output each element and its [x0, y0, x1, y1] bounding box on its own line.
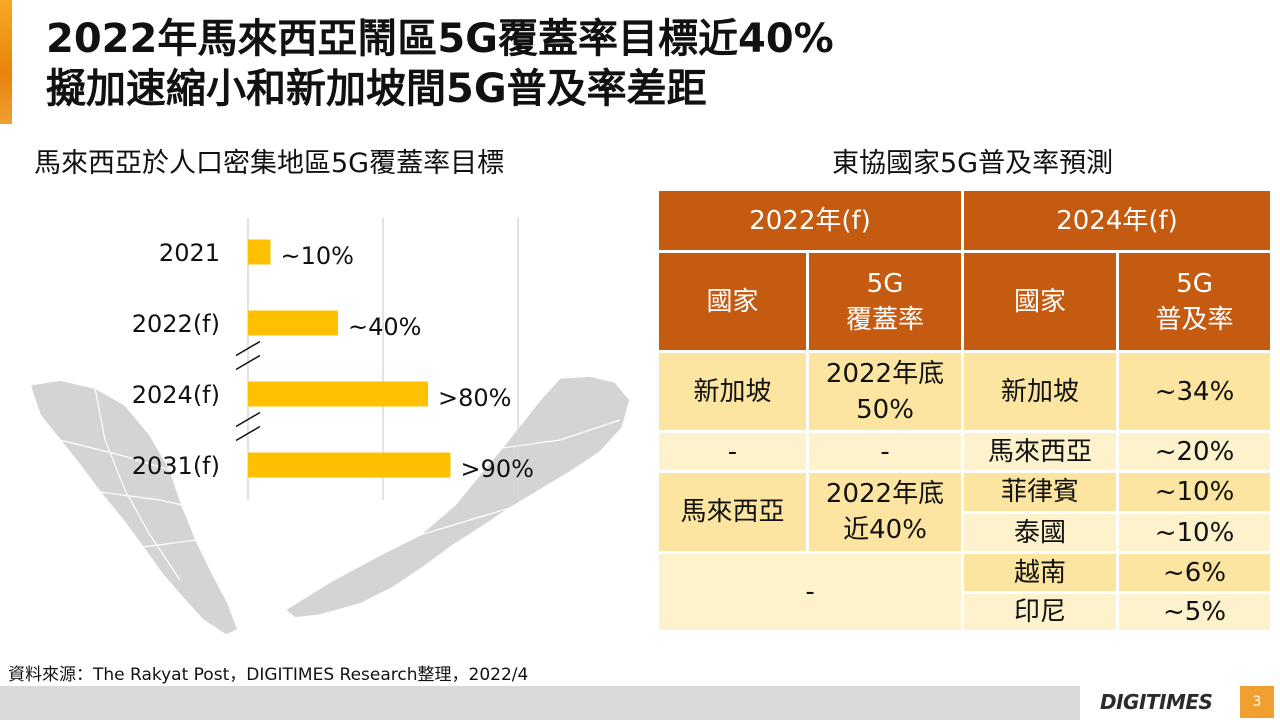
data-label: ~40% — [348, 313, 421, 341]
data-label: >80% — [438, 384, 511, 412]
page-title: 2022年馬來西亞鬧區5G覆蓋率目標近40% 擬加速縮小和新加坡間5G普及率差距 — [46, 14, 1246, 114]
col-penetration-line2: 普及率 — [1155, 304, 1234, 335]
col-penetration: 5G 普及率 — [1116, 250, 1274, 353]
header-2024: 2024年(f) — [961, 188, 1274, 253]
penetration-2024-6: ~5% — [1116, 591, 1274, 633]
bar-1 — [248, 239, 271, 265]
col-penetration-line1: 5G — [1176, 268, 1213, 299]
dash-merged: - — [655, 551, 965, 633]
dash-coverage: - — [805, 430, 965, 473]
axis-break-mark — [235, 340, 261, 357]
col-country-2022: 國家 — [656, 250, 809, 353]
col-coverage-line1: 5G — [866, 268, 904, 299]
col-coverage-line2: 覆蓋率 — [846, 304, 925, 335]
digitimes-logo: DIGITIMES — [1100, 690, 1213, 714]
bar-3 — [248, 381, 428, 407]
data-label: >90% — [461, 455, 534, 483]
penetration-2024-5: ~6% — [1116, 551, 1274, 594]
table-row: 新加坡 2022年底 50% 新加坡 ~34% — [656, 350, 1274, 433]
malaysia-map — [29, 375, 631, 636]
table-row: - - 馬來西亞 ~20% — [656, 430, 1274, 473]
table-row: - 越南 ~6% — [655, 551, 1274, 633]
borneo-map — [283, 375, 631, 619]
peninsular-map — [29, 379, 239, 636]
country-2024-5: 越南 — [961, 551, 1120, 594]
page-number: 3 — [1240, 686, 1274, 718]
sg-coverage: 2022年底 50% — [805, 350, 965, 433]
bar-2 — [248, 310, 338, 336]
penetration-2024-3: ~10% — [1116, 470, 1274, 514]
footer-strip — [0, 686, 1080, 720]
table-row: 泰國 ~10% — [658, 511, 1274, 554]
data-label: ~10% — [281, 242, 354, 270]
asean-5g-table: 2022年(f) 2024年(f) 國家 5G 覆蓋率 國家 5G 普及率 新加… — [655, 188, 1274, 633]
source-note: 資料來源：The Rakyat Post，DIGITIMES Research整… — [8, 665, 529, 685]
penetration-2024-4: ~10% — [1116, 511, 1274, 554]
sg-country: 新加坡 — [656, 350, 809, 433]
country-2024-3: 菲律賓 — [961, 470, 1120, 514]
col-coverage: 5G 覆蓋率 — [805, 250, 965, 353]
left-heading: 馬來西亞於人口密集地區5G覆蓋率目標 — [34, 148, 505, 179]
table-row: 印尼 ~5% — [658, 591, 1274, 633]
my-coverage-line2: 近40% — [843, 515, 927, 545]
sg-coverage-line1: 2022年底 — [825, 358, 945, 389]
coverage-bar-chart: 2021 ~10% 2022(f) ~40% 2024(f) >80% 2031(f) >90… — [132, 218, 534, 500]
category-label: 2022(f) — [132, 310, 220, 338]
table-row: 馬來西亞 2022年底 近40% 菲律賓 ~10% — [656, 470, 1274, 554]
right-heading: 東協國家5G普及率預測 — [832, 148, 1114, 179]
country-2024-2: 馬來西亞 — [961, 430, 1120, 473]
my-coverage: 2022年底 近40% — [805, 470, 965, 554]
category-label: 2031(f) — [132, 452, 220, 480]
axis-break-mark — [235, 354, 261, 371]
penetration-2024-1: ~34% — [1116, 350, 1274, 433]
title-line-1: 2022年馬來西亞鬧區5G覆蓋率目標近40% — [46, 16, 834, 62]
sg-coverage-line2: 50% — [856, 394, 914, 425]
my-coverage-line1: 2022年底 — [825, 479, 945, 509]
title-line-2: 擬加速縮小和新加坡間5G普及率差距 — [46, 66, 707, 112]
country-2024-4: 泰國 — [961, 511, 1120, 554]
my-country: 馬來西亞 — [656, 470, 809, 554]
axis-break-mark — [235, 411, 261, 428]
category-label: 2021 — [159, 239, 220, 267]
accent-bar — [0, 0, 12, 124]
country-2024-6: 印尼 — [961, 591, 1120, 633]
category-label: 2024(f) — [132, 381, 220, 409]
bar-4 — [248, 452, 451, 478]
col-country-2024: 國家 — [961, 250, 1120, 353]
header-2022: 2022年(f) — [655, 188, 965, 253]
dash-country: - — [656, 430, 809, 473]
penetration-2024-2: ~20% — [1116, 430, 1274, 473]
axis-break-mark — [235, 425, 261, 442]
country-2024-1: 新加坡 — [961, 350, 1120, 433]
